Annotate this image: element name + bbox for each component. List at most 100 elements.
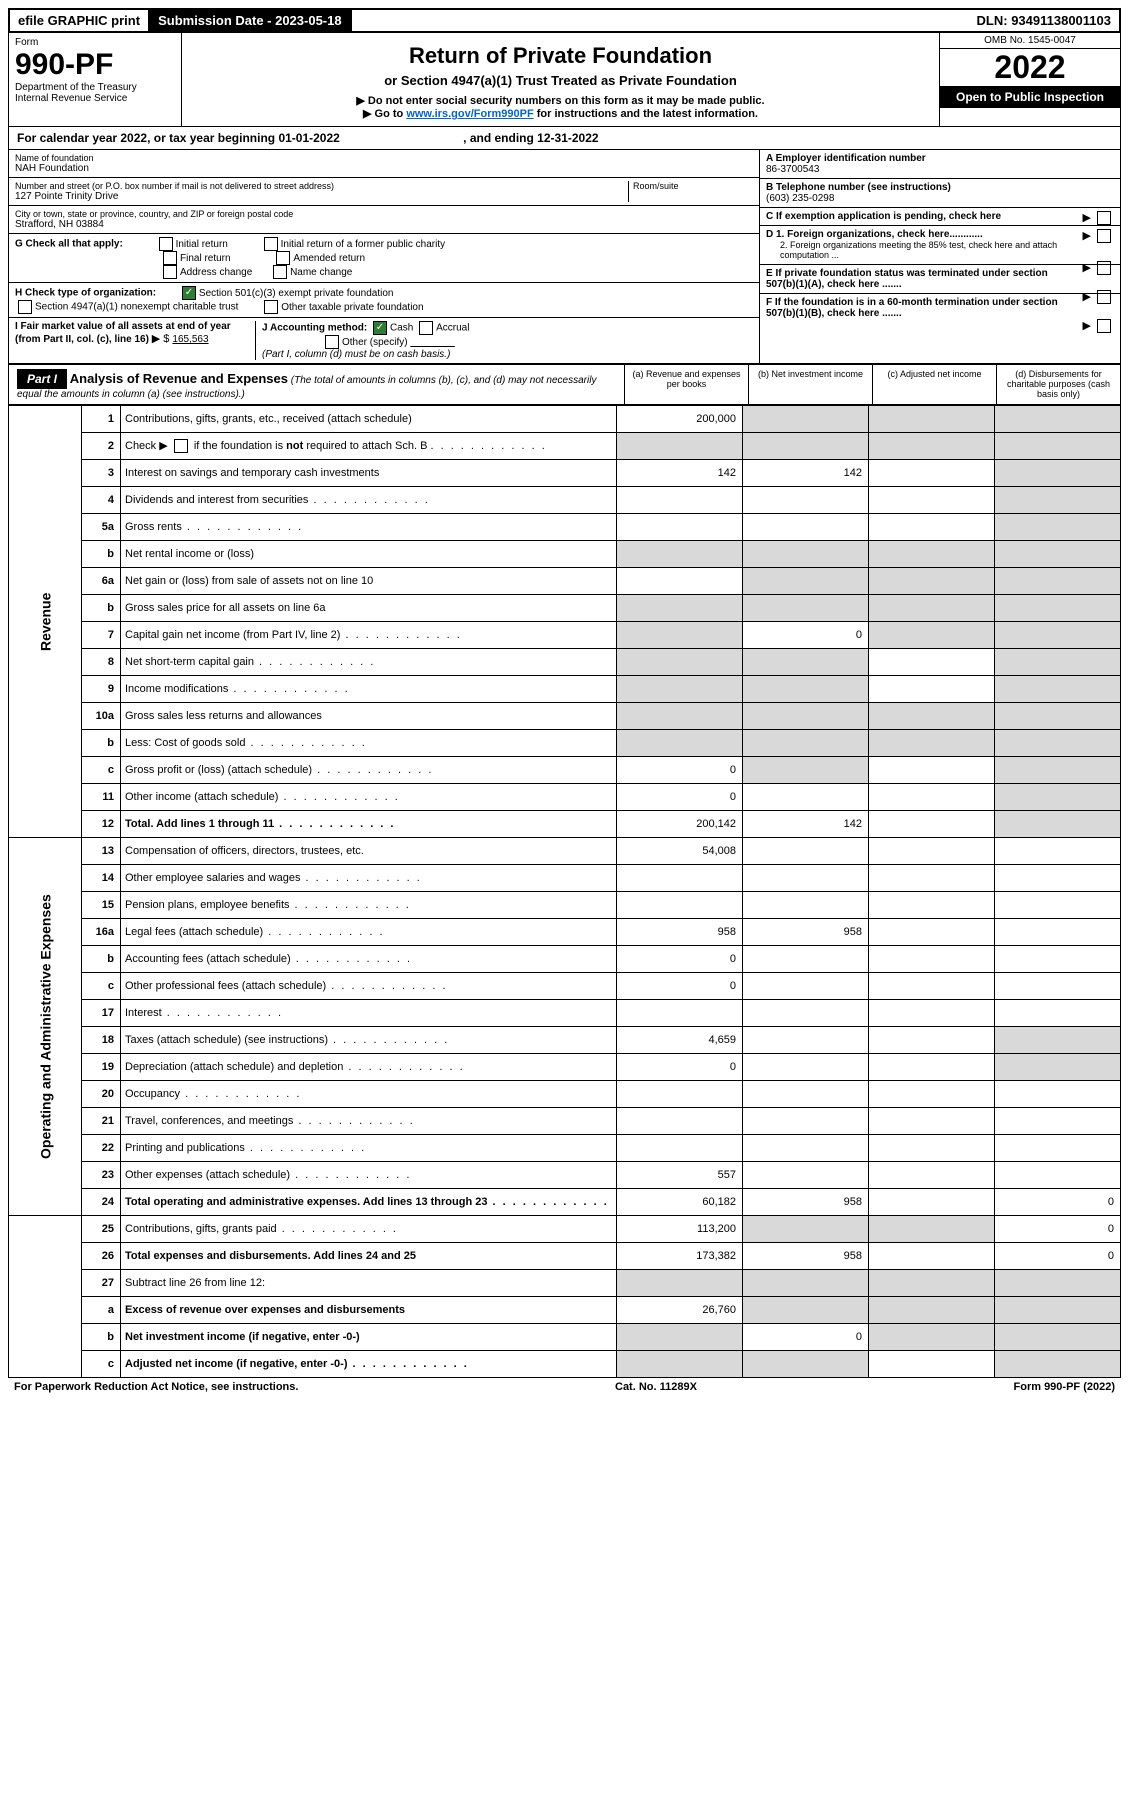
phone-cell: B Telephone number (see instructions) (6… bbox=[760, 179, 1120, 208]
part-label: Part I bbox=[17, 369, 67, 389]
g-row: G Check all that apply: Initial return I… bbox=[9, 234, 759, 283]
h-4947: Section 4947(a)(1) nonexempt charitable … bbox=[35, 302, 238, 313]
val-a: 200,000 bbox=[617, 406, 743, 433]
schb-checkbox[interactable] bbox=[174, 439, 188, 453]
city-state-zip: Strafford, NH 03884 bbox=[15, 219, 753, 230]
e-checkbox[interactable] bbox=[1097, 290, 1111, 304]
name-change-checkbox[interactable] bbox=[273, 265, 287, 279]
footer-left: For Paperwork Reduction Act Notice, see … bbox=[14, 1381, 298, 1393]
fmv-value: 165,563 bbox=[172, 334, 208, 345]
row-6b: bGross sales price for all assets on lin… bbox=[9, 595, 1121, 622]
row-26: 26Total expenses and disbursements. Add … bbox=[9, 1243, 1121, 1270]
row-21: 21Travel, conferences, and meetings bbox=[9, 1108, 1121, 1135]
omb: OMB No. 1545-0047 bbox=[940, 33, 1120, 49]
irs: Internal Revenue Service bbox=[15, 93, 175, 104]
info-left: Name of foundation NAH Foundation Number… bbox=[9, 150, 759, 363]
cash-checkbox[interactable] bbox=[373, 321, 387, 335]
row-10b: bLess: Cost of goods sold bbox=[9, 730, 1121, 757]
initial-return-checkbox[interactable] bbox=[159, 237, 173, 251]
initial-former-checkbox[interactable] bbox=[264, 237, 278, 251]
row-24: 24Total operating and administrative exp… bbox=[9, 1189, 1121, 1216]
j-accrual: Accrual bbox=[436, 323, 469, 334]
form-url-link[interactable]: www.irs.gov/Form990PF bbox=[406, 108, 533, 120]
city-cell: City or town, state or province, country… bbox=[9, 206, 759, 234]
footer-center: Cat. No. 11289X bbox=[615, 1381, 697, 1393]
submission-date: Submission Date - 2023-05-18 bbox=[150, 10, 352, 31]
name-label: Name of foundation bbox=[15, 153, 753, 163]
row-8: 8Net short-term capital gain bbox=[9, 649, 1121, 676]
row-22: 22Printing and publications bbox=[9, 1135, 1121, 1162]
row-17: 17Interest bbox=[9, 1000, 1121, 1027]
accrual-checkbox[interactable] bbox=[419, 321, 433, 335]
dln: DLN: 93491138001103 bbox=[969, 10, 1119, 31]
row-2: 2Check ▶ if the foundation is not requir… bbox=[9, 433, 1121, 460]
d1-checkbox[interactable] bbox=[1097, 229, 1111, 243]
e-label: E If private foundation status was termi… bbox=[766, 268, 1066, 290]
row-25: 25Contributions, gifts, grants paid113,2… bbox=[9, 1216, 1121, 1243]
open-inspection: Open to Public Inspection bbox=[940, 86, 1120, 108]
other-taxable-checkbox[interactable] bbox=[264, 300, 278, 314]
form-subtitle: or Section 4947(a)(1) Trust Treated as P… bbox=[202, 73, 919, 88]
row-16a: 16aLegal fees (attach schedule)958958 bbox=[9, 919, 1121, 946]
address-change-checkbox[interactable] bbox=[163, 265, 177, 279]
ein-label: A Employer identification number bbox=[766, 153, 926, 164]
e-cell: E If private foundation status was termi… bbox=[760, 265, 1120, 294]
revenue-label: Revenue bbox=[9, 406, 82, 838]
row-27: 27Subtract line 26 from line 12: bbox=[9, 1270, 1121, 1297]
h-other: Other taxable private foundation bbox=[281, 302, 423, 313]
opt-namechg: Name change bbox=[290, 267, 352, 278]
footer: For Paperwork Reduction Act Notice, see … bbox=[8, 1378, 1121, 1396]
f-label: F If the foundation is in a 60-month ter… bbox=[766, 297, 1066, 319]
row-19: 19Depreciation (attach schedule) and dep… bbox=[9, 1054, 1121, 1081]
ein-cell: A Employer identification number 86-3700… bbox=[760, 150, 1120, 179]
col-b-header: (b) Net investment income bbox=[748, 365, 872, 404]
footer-right: Form 990-PF (2022) bbox=[1014, 1381, 1116, 1393]
part1-header: Part I Analysis of Revenue and Expenses … bbox=[8, 364, 1121, 405]
opt-amended: Amended return bbox=[293, 253, 365, 264]
efile-label: efile GRAPHIC print bbox=[10, 10, 150, 31]
other-method-checkbox[interactable] bbox=[325, 335, 339, 349]
calendar-year-row: For calendar year 2022, or tax year begi… bbox=[8, 127, 1121, 150]
row-20: 20Occupancy bbox=[9, 1081, 1121, 1108]
row-27b: bNet investment income (if negative, ent… bbox=[9, 1324, 1121, 1351]
row-13: Operating and Administrative Expenses 13… bbox=[9, 838, 1121, 865]
501c3-checkbox[interactable] bbox=[182, 286, 196, 300]
note-ssn: ▶ Do not enter social security numbers o… bbox=[202, 94, 919, 107]
row-4: 4Dividends and interest from securities bbox=[9, 487, 1121, 514]
j-label: J Accounting method: bbox=[262, 323, 367, 334]
row-1: Revenue 1Contributions, gifts, grants, e… bbox=[9, 406, 1121, 433]
d2-checkbox[interactable] bbox=[1097, 261, 1111, 275]
opt-initial: Initial return bbox=[176, 239, 228, 250]
row-11: 11Other income (attach schedule)0 bbox=[9, 784, 1121, 811]
row-15: 15Pension plans, employee benefits bbox=[9, 892, 1121, 919]
note-link-row: ▶ Go to www.irs.gov/Form990PF for instru… bbox=[202, 107, 919, 120]
f-checkbox[interactable] bbox=[1097, 319, 1111, 333]
dept: Department of the Treasury bbox=[15, 82, 175, 93]
header-center: Return of Private Foundation or Section … bbox=[182, 33, 939, 126]
entity-info: Name of foundation NAH Foundation Number… bbox=[8, 150, 1121, 364]
row-27a: aExcess of revenue over expenses and dis… bbox=[9, 1297, 1121, 1324]
row-27c: cAdjusted net income (if negative, enter… bbox=[9, 1351, 1121, 1378]
cal-begin: For calendar year 2022, or tax year begi… bbox=[17, 131, 340, 145]
final-return-checkbox[interactable] bbox=[163, 251, 177, 265]
name-cell: Name of foundation NAH Foundation bbox=[9, 150, 759, 178]
analysis-table: Revenue 1Contributions, gifts, grants, e… bbox=[8, 405, 1121, 1378]
amended-return-checkbox[interactable] bbox=[276, 251, 290, 265]
room-label: Room/suite bbox=[633, 181, 753, 191]
c-checkbox[interactable] bbox=[1097, 211, 1111, 225]
row-5b: bNet rental income or (loss) bbox=[9, 541, 1121, 568]
header-right: OMB No. 1545-0047 2022 Open to Public In… bbox=[939, 33, 1120, 126]
4947-checkbox[interactable] bbox=[18, 300, 32, 314]
line-num: 1 bbox=[82, 406, 121, 433]
street-address: 127 Pointe Trinity Drive bbox=[15, 191, 628, 202]
opt-addrchg: Address change bbox=[180, 267, 252, 278]
form-number: 990-PF bbox=[15, 48, 175, 82]
j-other: Other (specify) bbox=[342, 337, 408, 348]
note-post: for instructions and the latest informat… bbox=[534, 108, 758, 120]
row-10c: cGross profit or (loss) (attach schedule… bbox=[9, 757, 1121, 784]
f-cell: F If the foundation is in a 60-month ter… bbox=[760, 294, 1120, 322]
h-501c3: Section 501(c)(3) exempt private foundat… bbox=[199, 288, 394, 299]
row-7: 7Capital gain net income (from Part IV, … bbox=[9, 622, 1121, 649]
form-label: Form bbox=[15, 37, 175, 48]
row-18: 18Taxes (attach schedule) (see instructi… bbox=[9, 1027, 1121, 1054]
